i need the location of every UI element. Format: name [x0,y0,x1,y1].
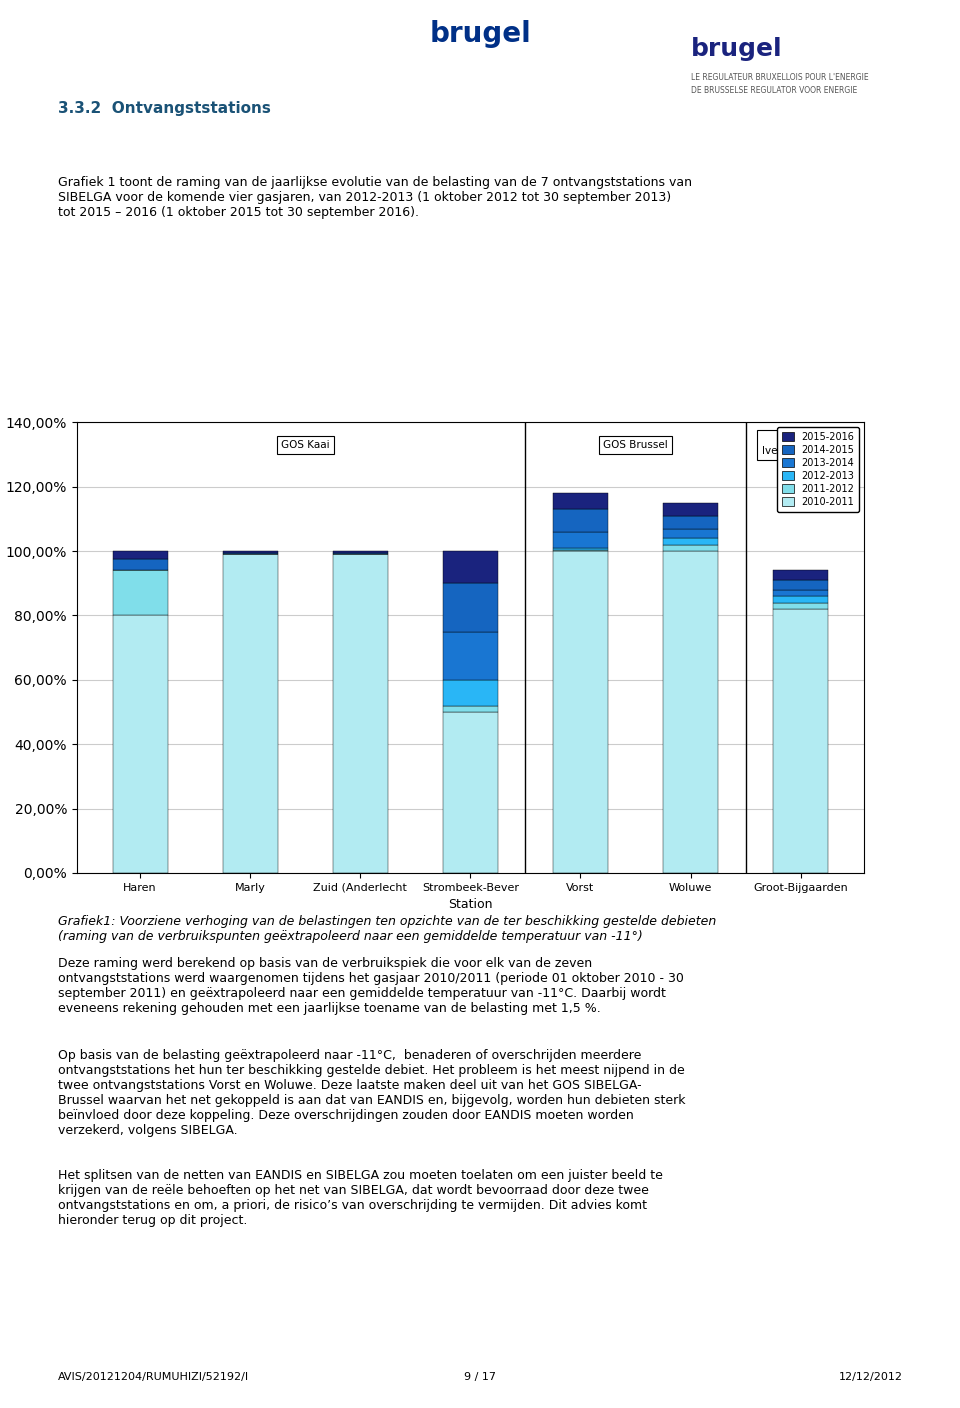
Bar [663,528,718,538]
Bar [663,515,718,528]
Text: AVIS/20121204/RUMUHIZI/52192/I: AVIS/20121204/RUMUHIZI/52192/I [58,1371,249,1381]
Bar [663,538,718,545]
Bar [663,551,718,873]
Bar [333,555,388,873]
Bar [553,510,608,532]
Bar [773,603,828,610]
Text: Grafiek 1 toont de raming van de jaarlijkse evolutie van de belasting van de 7 o: Grafiek 1 toont de raming van de jaarlij… [58,176,691,220]
Legend: 2015-2016, 2014-2015, 2013-2014, 2012-2013, 2011-2012, 2010-2011: 2015-2016, 2014-2015, 2013-2014, 2012-20… [777,427,859,511]
Bar [773,570,828,580]
Text: Grafiek1: Voorziene verhoging van de belastingen ten opzichte van de ter beschik: Grafiek1: Voorziene verhoging van de bel… [58,915,716,943]
Text: Op basis van de belasting geëxtrapoleerd naar -11°C,  benaderen of overschrijden: Op basis van de belasting geëxtrapoleerd… [58,1049,685,1138]
X-axis label: Station: Station [448,898,492,911]
Text: Deze raming werd berekend op basis van de verbruikspiek die voor elk van de zeve: Deze raming werd berekend op basis van d… [58,957,684,1015]
Bar [663,545,718,551]
Bar [112,551,168,559]
Text: GOS
Iverlek/Dilbeek: GOS Iverlek/Dilbeek [761,434,840,456]
Bar [112,559,168,570]
Bar [223,553,277,555]
Bar [333,551,388,553]
Bar [223,555,277,873]
Bar [443,551,498,583]
Text: brugel: brugel [429,20,531,48]
Bar [553,548,608,549]
Bar [773,596,828,603]
Bar [443,680,498,705]
Text: DE BRUSSELSE REGULATOR VOOR ENERGIE: DE BRUSSELSE REGULATOR VOOR ENERGIE [691,86,857,94]
Text: LE REGULATEUR BRUXELLOIS POUR L'ENERGIE: LE REGULATEUR BRUXELLOIS POUR L'ENERGIE [691,73,869,82]
Bar [773,610,828,873]
Bar [773,590,828,596]
Bar [112,570,168,615]
Bar [553,551,608,873]
Bar [333,553,388,555]
Text: Het splitsen van de netten van EANDIS en SIBELGA zou moeten toelaten om een juis: Het splitsen van de netten van EANDIS en… [58,1169,662,1226]
Text: 3.3.2  Ontvangststations: 3.3.2 Ontvangststations [58,100,271,115]
Bar [773,580,828,590]
Bar [223,551,277,553]
Text: brugel: brugel [691,38,782,62]
Bar [443,705,498,712]
Bar [553,532,608,548]
Bar [553,549,608,551]
Bar [112,615,168,873]
Text: 9 / 17: 9 / 17 [464,1371,496,1381]
Text: GOS Brussel: GOS Brussel [603,439,668,451]
Text: GOS Kaai: GOS Kaai [281,439,329,451]
Bar [443,712,498,873]
Bar [663,503,718,515]
Bar [443,583,498,632]
Bar [553,493,608,510]
Bar [443,632,498,680]
Text: 12/12/2012: 12/12/2012 [838,1371,902,1381]
